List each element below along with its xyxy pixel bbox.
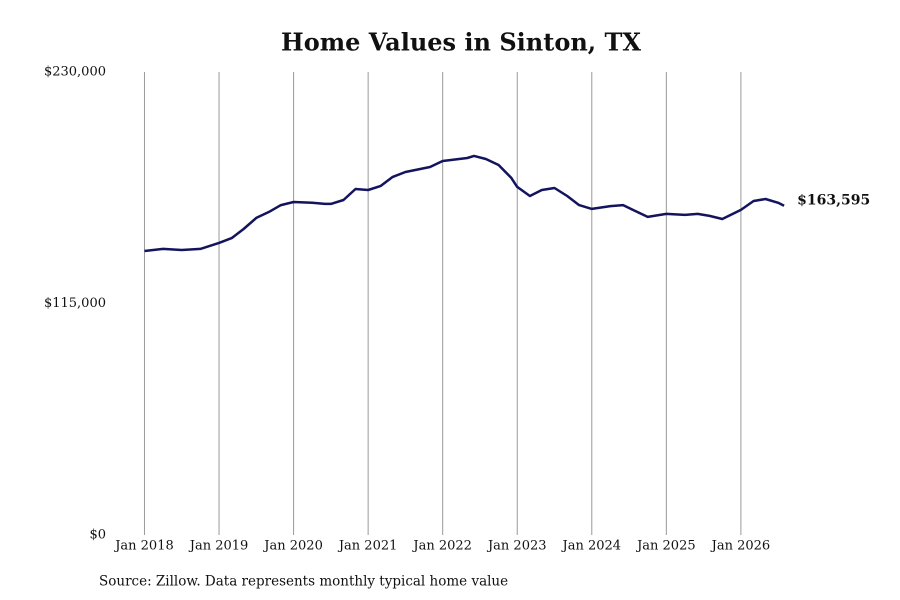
x-tick-label: Jan 2022 — [411, 539, 472, 554]
y-tick-label: $0 — [89, 528, 106, 543]
x-tick-label: Jan 2020 — [262, 539, 323, 554]
series-line — [144, 154, 785, 253]
x-tick-label: Jan 2021 — [337, 539, 398, 554]
x-tick-label: Jan 2026 — [710, 539, 771, 554]
y-tick-label: $230,000 — [44, 65, 106, 80]
chart-title: Home Values in Sinton, TX — [281, 28, 641, 57]
x-tick-label: Jan 2018 — [113, 539, 174, 554]
x-tick-label: Jan 2025 — [635, 539, 696, 554]
x-tick-label: Jan 2023 — [486, 539, 547, 554]
value-label: $163,595 — [797, 193, 870, 209]
x-tick-label: Jan 2019 — [188, 539, 249, 554]
source-note: Source: Zillow. Data represents monthly … — [99, 574, 508, 590]
y-tick-label: $115,000 — [44, 296, 106, 311]
x-tick-label: Jan 2024 — [561, 539, 622, 554]
